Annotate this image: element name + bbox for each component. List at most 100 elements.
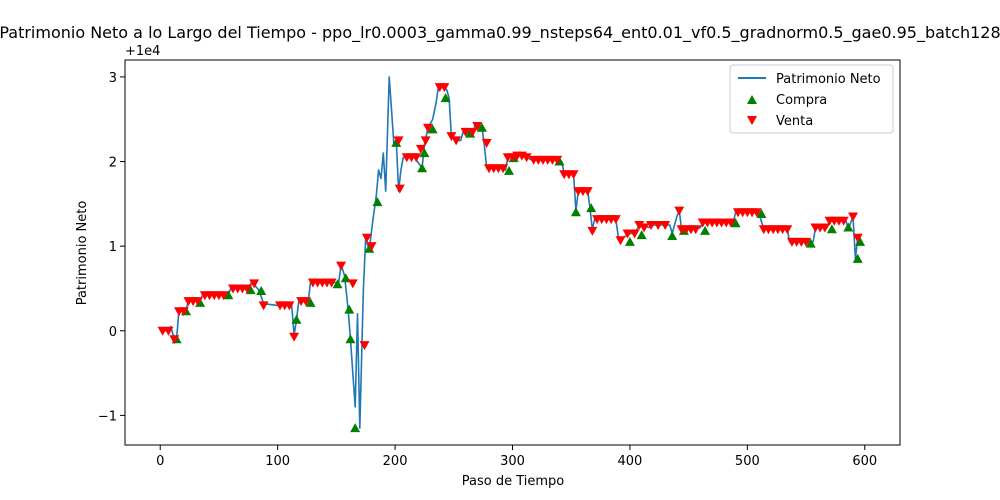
sell-marker <box>439 83 450 93</box>
y-tick-label: 2 <box>109 156 117 171</box>
sell-marker <box>336 261 347 271</box>
sell-marker <box>284 301 295 311</box>
sell-marker <box>169 335 180 345</box>
sell-marker <box>467 127 478 137</box>
buy-marker <box>586 203 597 213</box>
x-tick-label: 600 <box>852 454 877 469</box>
buy-marker <box>417 163 428 173</box>
sell-marker <box>361 233 372 243</box>
sell-marker <box>674 206 685 216</box>
x-tick-label: 500 <box>735 454 760 469</box>
plot-area: 0 100 200 300 400 500 600 −1 0 1 2 3 <box>98 59 901 469</box>
sell-marker <box>848 212 859 222</box>
buy-marker <box>440 93 451 103</box>
buy-marker <box>256 286 267 295</box>
sell-marker <box>178 307 189 317</box>
sell-marker <box>660 221 671 230</box>
buy-marker <box>852 253 863 263</box>
sell-marker <box>751 208 762 218</box>
sell-marker <box>582 187 593 197</box>
sell-marker <box>460 127 471 137</box>
buy-marker <box>245 285 256 295</box>
sell-marker <box>472 122 483 131</box>
x-axis-label: Paso de Tiempo <box>462 474 565 489</box>
legend-sell-marker <box>747 116 757 125</box>
sell-marker <box>481 138 492 148</box>
buy-marker <box>345 334 356 344</box>
sell-marker <box>819 223 830 233</box>
sell-marker <box>415 144 426 154</box>
buy-marker <box>350 423 361 433</box>
buy-marker <box>805 238 816 248</box>
sell-marker <box>629 229 640 239</box>
y-axis-label: Patrimonio Neto <box>75 201 90 306</box>
buy-marker <box>855 236 866 246</box>
buy-marker <box>624 236 635 246</box>
buy-marker <box>826 224 837 234</box>
legend: Patrimonio Neto Compra Venta <box>729 64 894 134</box>
sell-marker <box>411 153 422 163</box>
sell-marker <box>359 341 370 351</box>
buy-marker <box>419 148 430 158</box>
sell-marker <box>242 284 253 294</box>
sell-marker <box>838 216 849 226</box>
sell-marker <box>326 278 337 288</box>
buy-marker <box>291 314 302 324</box>
sell-marker <box>366 242 377 252</box>
buy-marker <box>570 207 581 217</box>
legend-box <box>729 64 894 134</box>
x-tick-label: 100 <box>265 454 290 469</box>
sell-marker <box>163 326 174 336</box>
buy-marker <box>372 197 383 207</box>
buy-marker <box>476 122 487 132</box>
sell-marker <box>249 279 260 289</box>
buy-marker <box>636 230 647 240</box>
sell-marker <box>218 291 229 301</box>
buy-marker <box>223 290 234 300</box>
sell-marker <box>393 136 404 146</box>
buy-marker <box>332 279 343 289</box>
buy-marker <box>756 209 767 218</box>
sell-marker <box>852 233 863 243</box>
sell-marker <box>690 225 701 235</box>
sell-marker <box>347 279 358 289</box>
sell-marker <box>521 153 532 163</box>
buy-marker <box>503 165 514 175</box>
x-tick-label: 200 <box>383 454 408 469</box>
buy-marker <box>843 222 854 232</box>
chart-title: Patrimonio Neto a lo Largo del Tiempo - … <box>0 23 1000 43</box>
sell-marker <box>653 221 664 230</box>
legend-label-net-worth: Patrimonio Neto <box>776 72 881 87</box>
legend-label-sell: Venta <box>776 114 813 129</box>
sell-marker <box>422 123 433 133</box>
y-tick-label: 3 <box>109 71 117 86</box>
legend-label-buy: Compra <box>776 93 827 108</box>
sell-marker <box>552 155 563 165</box>
buy-marker <box>344 304 355 314</box>
sell-marker <box>451 136 462 146</box>
sell-marker <box>289 332 300 342</box>
x-tick-label: 0 <box>156 454 164 469</box>
y-tick-label: 1 <box>109 240 117 255</box>
sell-marker <box>622 229 633 239</box>
sell-marker <box>610 215 621 225</box>
buy-marker <box>700 225 711 235</box>
sell-marker <box>498 164 509 174</box>
y-tick-label: 0 <box>109 325 117 340</box>
sell-marker <box>782 225 793 235</box>
sell-marker <box>639 223 650 233</box>
sell-marker <box>801 237 812 247</box>
x-tick-label: 400 <box>618 454 643 469</box>
y-offset-label: +1e4 <box>125 44 160 59</box>
buy-marker <box>667 231 678 240</box>
y-tick-label: −1 <box>98 409 117 424</box>
legend-buy-marker <box>747 95 757 104</box>
sell-marker <box>634 221 645 230</box>
buy-marker <box>427 124 438 134</box>
sell-marker <box>300 297 311 307</box>
sell-marker <box>192 297 203 307</box>
sell-marker <box>420 136 431 146</box>
buy-marker <box>730 218 741 228</box>
buy-marker <box>305 297 316 307</box>
